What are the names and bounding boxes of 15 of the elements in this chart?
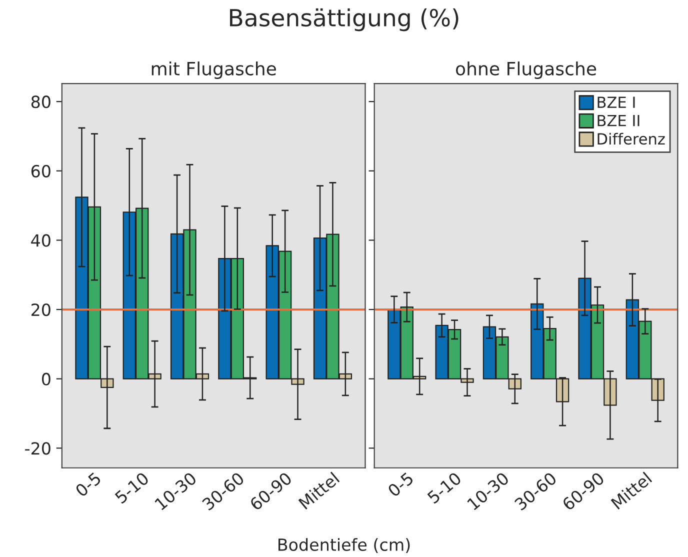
chart-subtitle: mit Flugasche	[152, 61, 276, 79]
y-tick-label: 0	[42, 372, 50, 386]
y-tick-label: 20	[32, 303, 50, 316]
y-tick-label: -20	[25, 442, 50, 455]
legend-label: Differenz	[598, 132, 665, 145]
legend-label: BZE I	[598, 96, 635, 108]
x-tick-label: 0-5	[74, 472, 102, 498]
x-tick-label: 0-5	[387, 472, 414, 498]
legend-label: BZE II	[598, 115, 640, 126]
y-tick-label: 40	[31, 234, 50, 247]
y-tick-label: 80	[31, 96, 50, 108]
x-axis-title: Bodentiefe (cm)	[278, 538, 410, 553]
chart-subtitle: ohne Flugasche	[456, 61, 596, 79]
y-tick-label: 60	[31, 164, 50, 178]
chart-title: Basensättigung (%)	[230, 8, 458, 32]
